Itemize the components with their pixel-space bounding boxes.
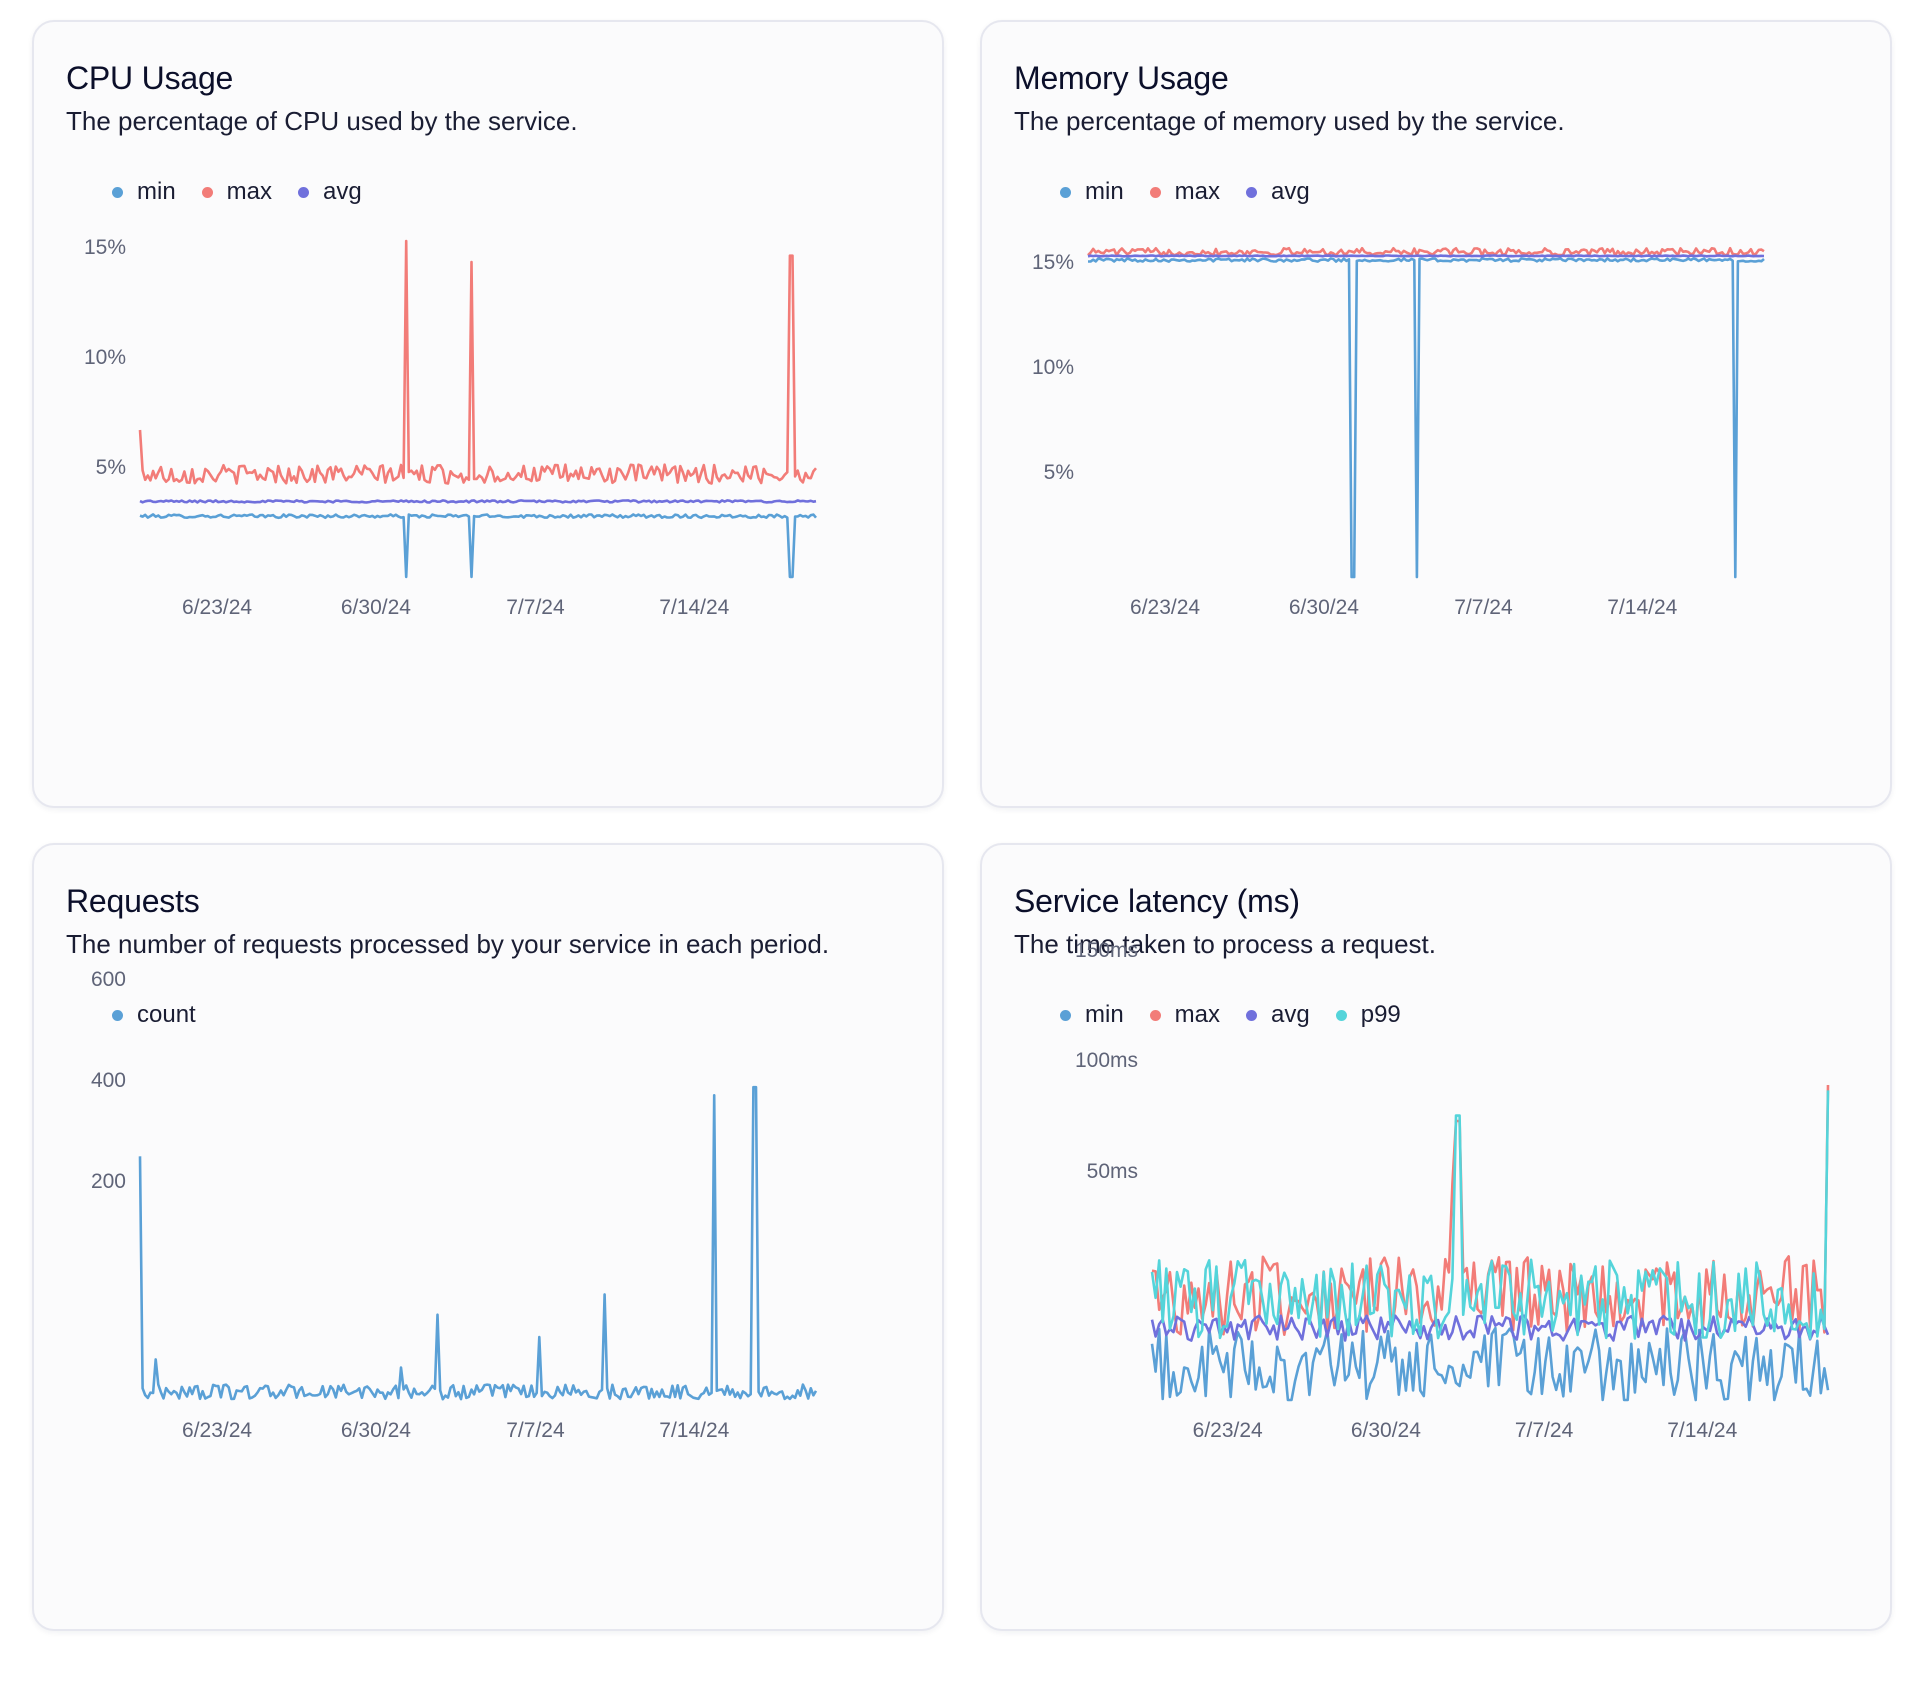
- legend-label: min: [1085, 178, 1124, 205]
- legend-dot-icon: [1246, 186, 1258, 198]
- chart-legend: count: [112, 1001, 196, 1029]
- card-title: CPU Usage: [66, 60, 234, 96]
- requests-card: Requests The number of requests processe…: [32, 843, 944, 1631]
- x-tick-label: 7/7/24: [506, 1419, 565, 1442]
- x-tick-label: 7/14/24: [659, 596, 729, 619]
- y-tick-label: 15%: [84, 236, 126, 259]
- x-tick-label: 6/30/24: [341, 1419, 411, 1442]
- legend-dot-icon: [112, 1009, 123, 1021]
- legend-label: avg: [323, 178, 362, 205]
- x-tick-label: 7/7/24: [506, 596, 565, 619]
- chart-legend: min max avg p99: [1060, 1001, 1401, 1029]
- legend-entry-count[interactable]: count: [112, 1001, 196, 1029]
- x-tick-label: 7/7/24: [1454, 596, 1513, 619]
- series-line-min[interactable]: [1150, 1326, 1830, 1402]
- legend-label: min: [137, 178, 176, 205]
- x-tick-label: 6/30/24: [1289, 596, 1359, 619]
- legend-label: avg: [1271, 178, 1310, 205]
- legend-entry-avg[interactable]: avg: [1246, 178, 1310, 206]
- legend-dot-icon: [1246, 1009, 1258, 1021]
- legend-dot-icon: [112, 186, 123, 198]
- chart-legend: min max avg: [1060, 178, 1310, 206]
- x-tick-label: 6/23/24: [182, 596, 252, 619]
- memory-usage-chart: 5% 10% 15% 6/23/24 6/30/24 7/7/24 7/14/24: [1032, 246, 1765, 619]
- legend-dot-icon: [1060, 1009, 1071, 1021]
- series-line-max[interactable]: [1151, 1084, 1830, 1336]
- y-tick-label: 5%: [1044, 461, 1074, 484]
- card-title: Service latency (ms): [1014, 883, 1300, 919]
- legend-label: p99: [1360, 1001, 1401, 1028]
- legend-dot-icon: [1060, 186, 1071, 198]
- cpu-usage-card: CPU Usage The percentage of CPU used by …: [32, 20, 944, 808]
- series-line-count[interactable]: [138, 1085, 818, 1401]
- legend-entry-min[interactable]: min: [112, 178, 176, 206]
- service-latency-chart: 50ms 100ms 150ms 6/23/24 6/30/24 7/7/24 7/14/2…: [1075, 939, 1830, 1442]
- series-line-avg[interactable]: [139, 499, 817, 504]
- card-title: Requests: [66, 883, 200, 919]
- y-tick-label: 100ms: [1075, 1049, 1138, 1072]
- card-title: Memory Usage: [1014, 60, 1229, 96]
- y-tick-label: 15%: [1032, 251, 1074, 274]
- legend-label: avg: [1271, 1001, 1310, 1028]
- service-latency-card: Service latency (ms) The time taken to p…: [980, 843, 1892, 1631]
- cpu-usage-chart: 5% 10% 15% 6/23/24 6/30/24 7/7/24 7/14/24: [84, 236, 817, 619]
- series-line-max[interactable]: [138, 239, 817, 485]
- y-tick-label: 150ms: [1075, 939, 1138, 962]
- legend-label: max: [1174, 1001, 1221, 1028]
- legend-entry-min[interactable]: min: [1060, 178, 1124, 206]
- legend-entry-max[interactable]: max: [201, 178, 273, 206]
- series-line-min[interactable]: [139, 513, 817, 579]
- legend-label: min: [1085, 1001, 1124, 1028]
- x-tick-label: 7/14/24: [659, 1419, 729, 1442]
- x-tick-label: 6/30/24: [341, 596, 411, 619]
- legend-label: max: [226, 178, 273, 205]
- chart-legend: min max avg: [112, 178, 362, 206]
- card-subtitle: The percentage of memory used by the ser…: [1014, 106, 1565, 136]
- card-subtitle: The time taken to process a request.: [1014, 929, 1436, 959]
- legend-dot-icon: [1335, 1009, 1347, 1021]
- x-tick-label: 6/23/24: [182, 1419, 252, 1442]
- legend-dot-icon: [201, 186, 213, 198]
- y-tick-label: 200: [91, 1170, 126, 1193]
- memory-usage-card: Memory Usage The percentage of memory us…: [980, 20, 1892, 808]
- x-tick-label: 6/30/24: [1351, 1419, 1421, 1442]
- legend-dot-icon: [298, 186, 310, 198]
- x-tick-label: 6/23/24: [1130, 596, 1200, 619]
- x-tick-label: 6/23/24: [1193, 1419, 1263, 1442]
- series-line-max[interactable]: [1087, 246, 1765, 257]
- card-subtitle: The number of requests processed by your…: [66, 929, 830, 959]
- legend-entry-avg[interactable]: avg: [298, 178, 362, 206]
- series-line-min[interactable]: [1088, 257, 1765, 579]
- y-tick-label: 50ms: [1087, 1160, 1138, 1183]
- legend-label: max: [1174, 178, 1221, 205]
- y-tick-label: 400: [91, 1069, 126, 1092]
- legend-entry-min[interactable]: min: [1060, 1001, 1124, 1029]
- x-tick-label: 7/14/24: [1667, 1419, 1737, 1442]
- legend-entry-max[interactable]: max: [1149, 1001, 1221, 1029]
- y-tick-label: 10%: [84, 346, 126, 369]
- series-line-avg[interactable]: [1087, 254, 1765, 258]
- legend-entry-p99[interactable]: p99: [1335, 1001, 1401, 1029]
- x-tick-label: 7/7/24: [1515, 1419, 1574, 1442]
- legend-entry-max[interactable]: max: [1149, 178, 1221, 206]
- card-subtitle: The percentage of CPU used by the servic…: [66, 106, 578, 136]
- legend-dot-icon: [1149, 1009, 1161, 1021]
- series-line-avg[interactable]: [1150, 1314, 1830, 1342]
- requests-chart: 200 400 600 6/23/24 6/30/24 7/7/24 7/14/24: [91, 968, 818, 1442]
- legend-label: count: [137, 1001, 196, 1028]
- x-tick-label: 7/14/24: [1607, 596, 1677, 619]
- legend-dot-icon: [1149, 186, 1161, 198]
- legend-entry-avg[interactable]: avg: [1246, 1001, 1310, 1029]
- y-tick-label: 10%: [1032, 356, 1074, 379]
- series-line-p99[interactable]: [1150, 1090, 1830, 1340]
- y-tick-label: 600: [91, 968, 126, 991]
- y-tick-label: 5%: [96, 456, 126, 479]
